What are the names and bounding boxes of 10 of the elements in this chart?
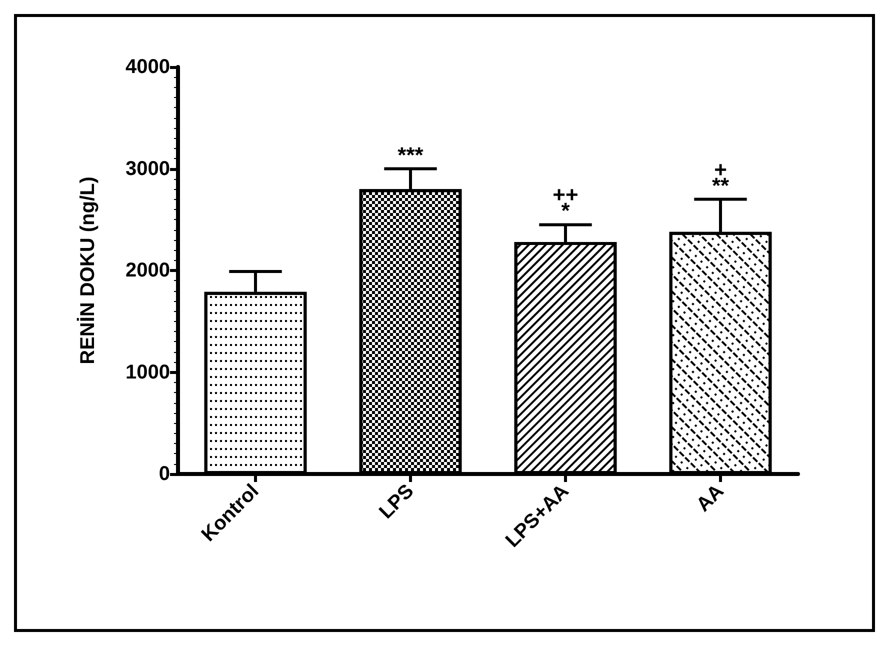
x-tick-label: AA xyxy=(692,480,728,516)
y-tick-label: 3000 xyxy=(126,158,170,180)
y-tick-label: 4000 xyxy=(126,56,170,78)
y-tick-label: 1000 xyxy=(126,361,170,384)
y-axis-title: RENİN DOKU (ng/L) xyxy=(76,176,99,364)
data-label: *** xyxy=(398,142,424,168)
y-tick-label: 2000 xyxy=(126,260,170,282)
y-tick-label: 0 xyxy=(158,463,170,485)
data-label: + ** xyxy=(712,156,730,198)
data-label: ++ * xyxy=(552,182,578,224)
